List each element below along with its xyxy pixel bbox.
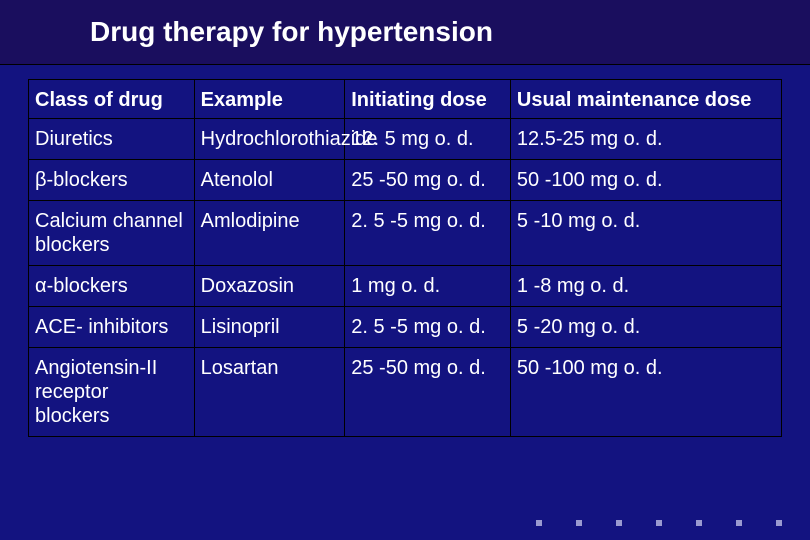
cell-maint: 1 -8 mg o. d.: [510, 266, 781, 307]
cell-maint: 5 -10 mg o. d.: [510, 201, 781, 266]
dot-icon: [576, 520, 582, 526]
cell-maint: 50 -100 mg o. d.: [510, 348, 781, 437]
cell-init: 1 mg o. d.: [345, 266, 511, 307]
cell-maint: 50 -100 mg o. d.: [510, 160, 781, 201]
col-header-class: Class of drug: [29, 80, 195, 119]
cell-init: 25 -50 mg o. d.: [345, 160, 511, 201]
slide-title: Drug therapy for hypertension: [90, 16, 810, 48]
dot-icon: [616, 520, 622, 526]
cell-class: α-blockers: [29, 266, 195, 307]
table-row: Angiotensin-II receptor blockers Losarta…: [29, 348, 782, 437]
table-row: β-blockers Atenolol 25 -50 mg o. d. 50 -…: [29, 160, 782, 201]
table-row: Diuretics Hydrochlorothiazide 12. 5 mg o…: [29, 119, 782, 160]
dot-icon: [656, 520, 662, 526]
dot-icon: [536, 520, 542, 526]
dot-icon: [776, 520, 782, 526]
cell-init: 25 -50 mg o. d.: [345, 348, 511, 437]
cell-init: 2. 5 -5 mg o. d.: [345, 201, 511, 266]
dot-icon: [736, 520, 742, 526]
dot-icon: [696, 520, 702, 526]
cell-example: Hydrochlorothiazide: [194, 119, 345, 160]
col-header-maint: Usual maintenance dose: [510, 80, 781, 119]
cell-maint: 5 -20 mg o. d.: [510, 307, 781, 348]
table-row: α-blockers Doxazosin 1 mg o. d. 1 -8 mg …: [29, 266, 782, 307]
drug-table: Class of drug Example Initiating dose Us…: [28, 79, 782, 437]
cell-example: Amlodipine: [194, 201, 345, 266]
table-container: Class of drug Example Initiating dose Us…: [0, 65, 810, 437]
table-row: Calcium channel blockers Amlodipine 2. 5…: [29, 201, 782, 266]
cell-class: β-blockers: [29, 160, 195, 201]
col-header-init: Initiating dose: [345, 80, 511, 119]
table-row: ACE- inhibitors Lisinopril 2. 5 -5 mg o.…: [29, 307, 782, 348]
cell-class: Calcium channel blockers: [29, 201, 195, 266]
cell-example: Losartan: [194, 348, 345, 437]
cell-maint: 12.5-25 mg o. d.: [510, 119, 781, 160]
title-bar: Drug therapy for hypertension: [0, 0, 810, 65]
cell-example: Lisinopril: [194, 307, 345, 348]
table-header-row: Class of drug Example Initiating dose Us…: [29, 80, 782, 119]
cell-class: Angiotensin-II receptor blockers: [29, 348, 195, 437]
cell-init: 2. 5 -5 mg o. d.: [345, 307, 511, 348]
cell-class: Diuretics: [29, 119, 195, 160]
col-header-example: Example: [194, 80, 345, 119]
cell-class: ACE- inhibitors: [29, 307, 195, 348]
cell-example: Doxazosin: [194, 266, 345, 307]
cell-example: Atenolol: [194, 160, 345, 201]
cell-init: 12. 5 mg o. d.: [345, 119, 511, 160]
decorative-dots: [536, 520, 782, 526]
